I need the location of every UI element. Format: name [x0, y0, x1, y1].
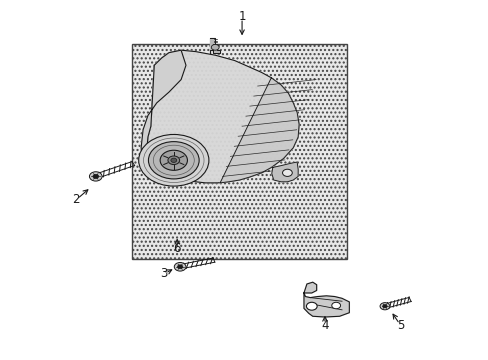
Text: 2: 2: [72, 193, 80, 206]
Text: 4: 4: [321, 319, 328, 332]
Text: 3: 3: [160, 267, 167, 280]
Text: 5: 5: [396, 319, 404, 332]
Text: 6: 6: [173, 242, 181, 255]
Circle shape: [89, 172, 102, 181]
Polygon shape: [304, 282, 316, 293]
Text: 1: 1: [238, 10, 245, 23]
Circle shape: [167, 156, 179, 165]
Polygon shape: [220, 78, 299, 183]
Circle shape: [306, 302, 317, 310]
Circle shape: [160, 150, 187, 170]
Circle shape: [93, 174, 99, 179]
Polygon shape: [304, 293, 348, 317]
Circle shape: [282, 169, 292, 176]
Circle shape: [170, 158, 176, 162]
Circle shape: [139, 134, 208, 186]
Bar: [132, 44, 346, 259]
Polygon shape: [210, 39, 220, 53]
Polygon shape: [271, 162, 298, 182]
Circle shape: [331, 302, 340, 309]
Circle shape: [148, 141, 199, 179]
Polygon shape: [141, 50, 185, 160]
Circle shape: [174, 262, 185, 271]
Circle shape: [177, 265, 183, 269]
Circle shape: [211, 44, 219, 50]
Polygon shape: [147, 50, 299, 183]
Circle shape: [382, 305, 386, 308]
Circle shape: [379, 303, 389, 310]
